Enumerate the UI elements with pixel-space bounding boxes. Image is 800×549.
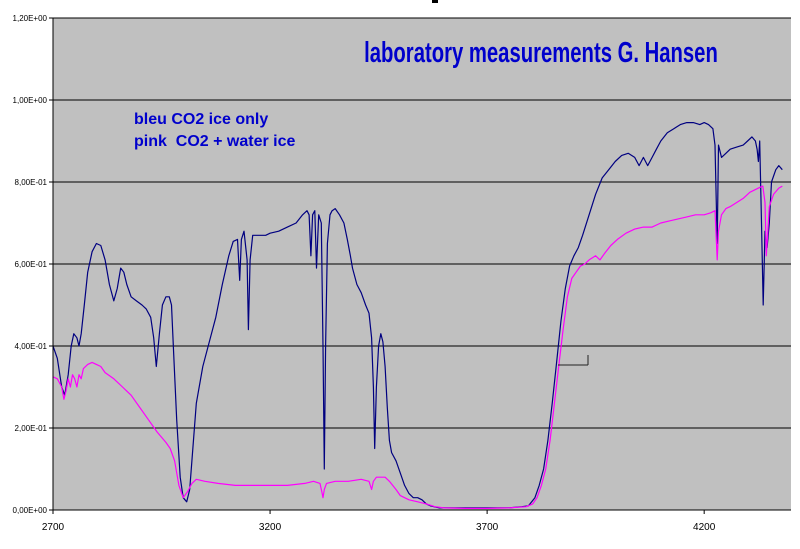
y-tick-label: 6,00E-01	[15, 260, 48, 269]
y-tick-label: 4,00E-01	[15, 342, 48, 351]
grid-layer	[53, 17, 791, 429]
x-tick-label: 2700	[42, 522, 65, 533]
annotation-pink: pink CO2 + water ice	[134, 133, 296, 150]
annotation-blue: bleu CO2 ice only	[134, 111, 268, 128]
series-line-co2-water-ice	[52, 185, 783, 509]
y-tick-label: 1,20E+00	[13, 14, 48, 23]
y-tick-label: 1,00E+00	[13, 96, 48, 105]
chart-title: laboratory measurements G. Hansen	[364, 36, 718, 68]
title-fragment	[432, 0, 438, 3]
cursor-marker	[558, 355, 589, 366]
x-tick-label: 4200	[693, 522, 716, 533]
series-layer	[52, 122, 783, 509]
axis-layer: 0,00E+00 2,00E-01 4,00E-01 6,00E-01 8,00E-01…	[13, 14, 791, 533]
series-line-co2-ice	[52, 122, 783, 509]
y-tick-label: 0,00E+00	[13, 506, 48, 515]
x-tick-label: 3200	[259, 522, 282, 533]
y-tick-label: 2,00E-01	[15, 424, 48, 433]
x-tick-label: 3700	[476, 522, 499, 533]
y-tick-label: 8,00E-01	[15, 178, 48, 187]
